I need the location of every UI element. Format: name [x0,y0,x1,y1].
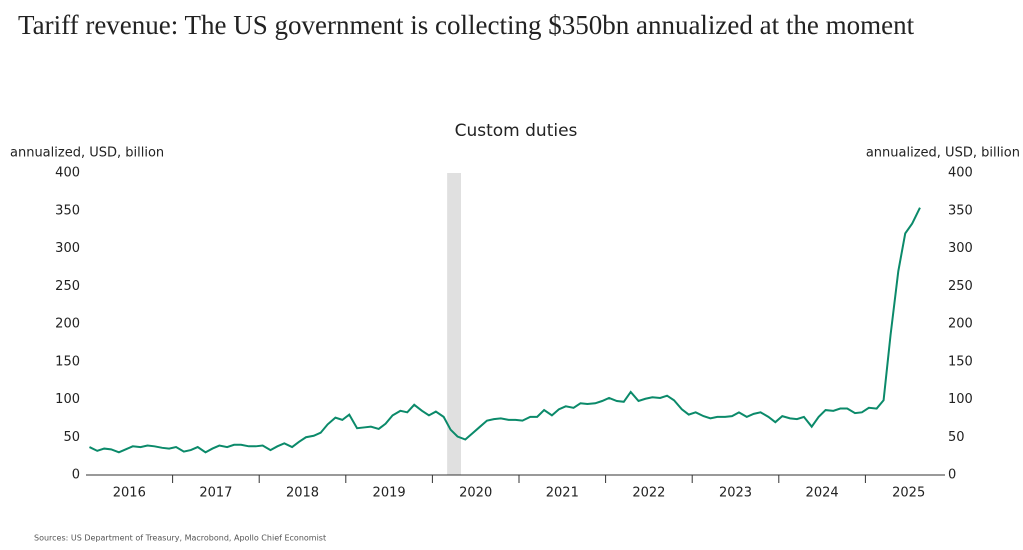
y-tick-label: 50 [63,430,80,445]
x-tick-label: 2021 [546,486,579,501]
y-tick-label: 250 [55,279,80,294]
x-tick-label: 2020 [459,486,492,501]
chart-title: Tariff revenue: The US government is col… [18,10,915,40]
x-tick-label: 2023 [719,486,752,501]
y2-tick-label: 0 [948,468,956,483]
y-tick-label: 0 [72,468,80,483]
chart-subtitle: Custom duties [455,121,578,141]
y-tick-label: 100 [55,392,80,407]
x-tick-label: 2017 [199,486,232,501]
x-tick-label: 2024 [806,486,839,501]
y2-tick-label: 150 [948,354,973,369]
data-line [89,207,921,454]
y2-tick-label: 250 [948,279,973,294]
y-tick-label: 200 [55,317,80,332]
y2-tick-label: 100 [948,392,973,407]
x-tick-label: 2016 [113,486,146,501]
x-tick-label: 2018 [286,486,319,501]
recession-band [447,173,461,475]
x-tick-label: 2019 [373,486,406,501]
y-tick-label: 150 [55,354,80,369]
y-tick-label: 350 [55,203,80,218]
y2-tick-label: 300 [948,241,973,256]
y-tick-label: 300 [55,241,80,256]
x-tick-label: 2022 [632,486,665,501]
y2-tick-label: 50 [948,430,965,445]
x-tick-label: 2025 [892,486,925,501]
y2-tick-label: 400 [948,166,973,181]
y-tick-label: 400 [55,166,80,181]
y2-axis-label: annualized, USD, billion [866,146,1020,161]
y-axis-label: annualized, USD, billion [10,146,164,161]
source-note: Sources: US Department of Treasury, Macr… [34,534,326,543]
y2-tick-label: 350 [948,203,973,218]
y2-tick-label: 200 [948,317,973,332]
